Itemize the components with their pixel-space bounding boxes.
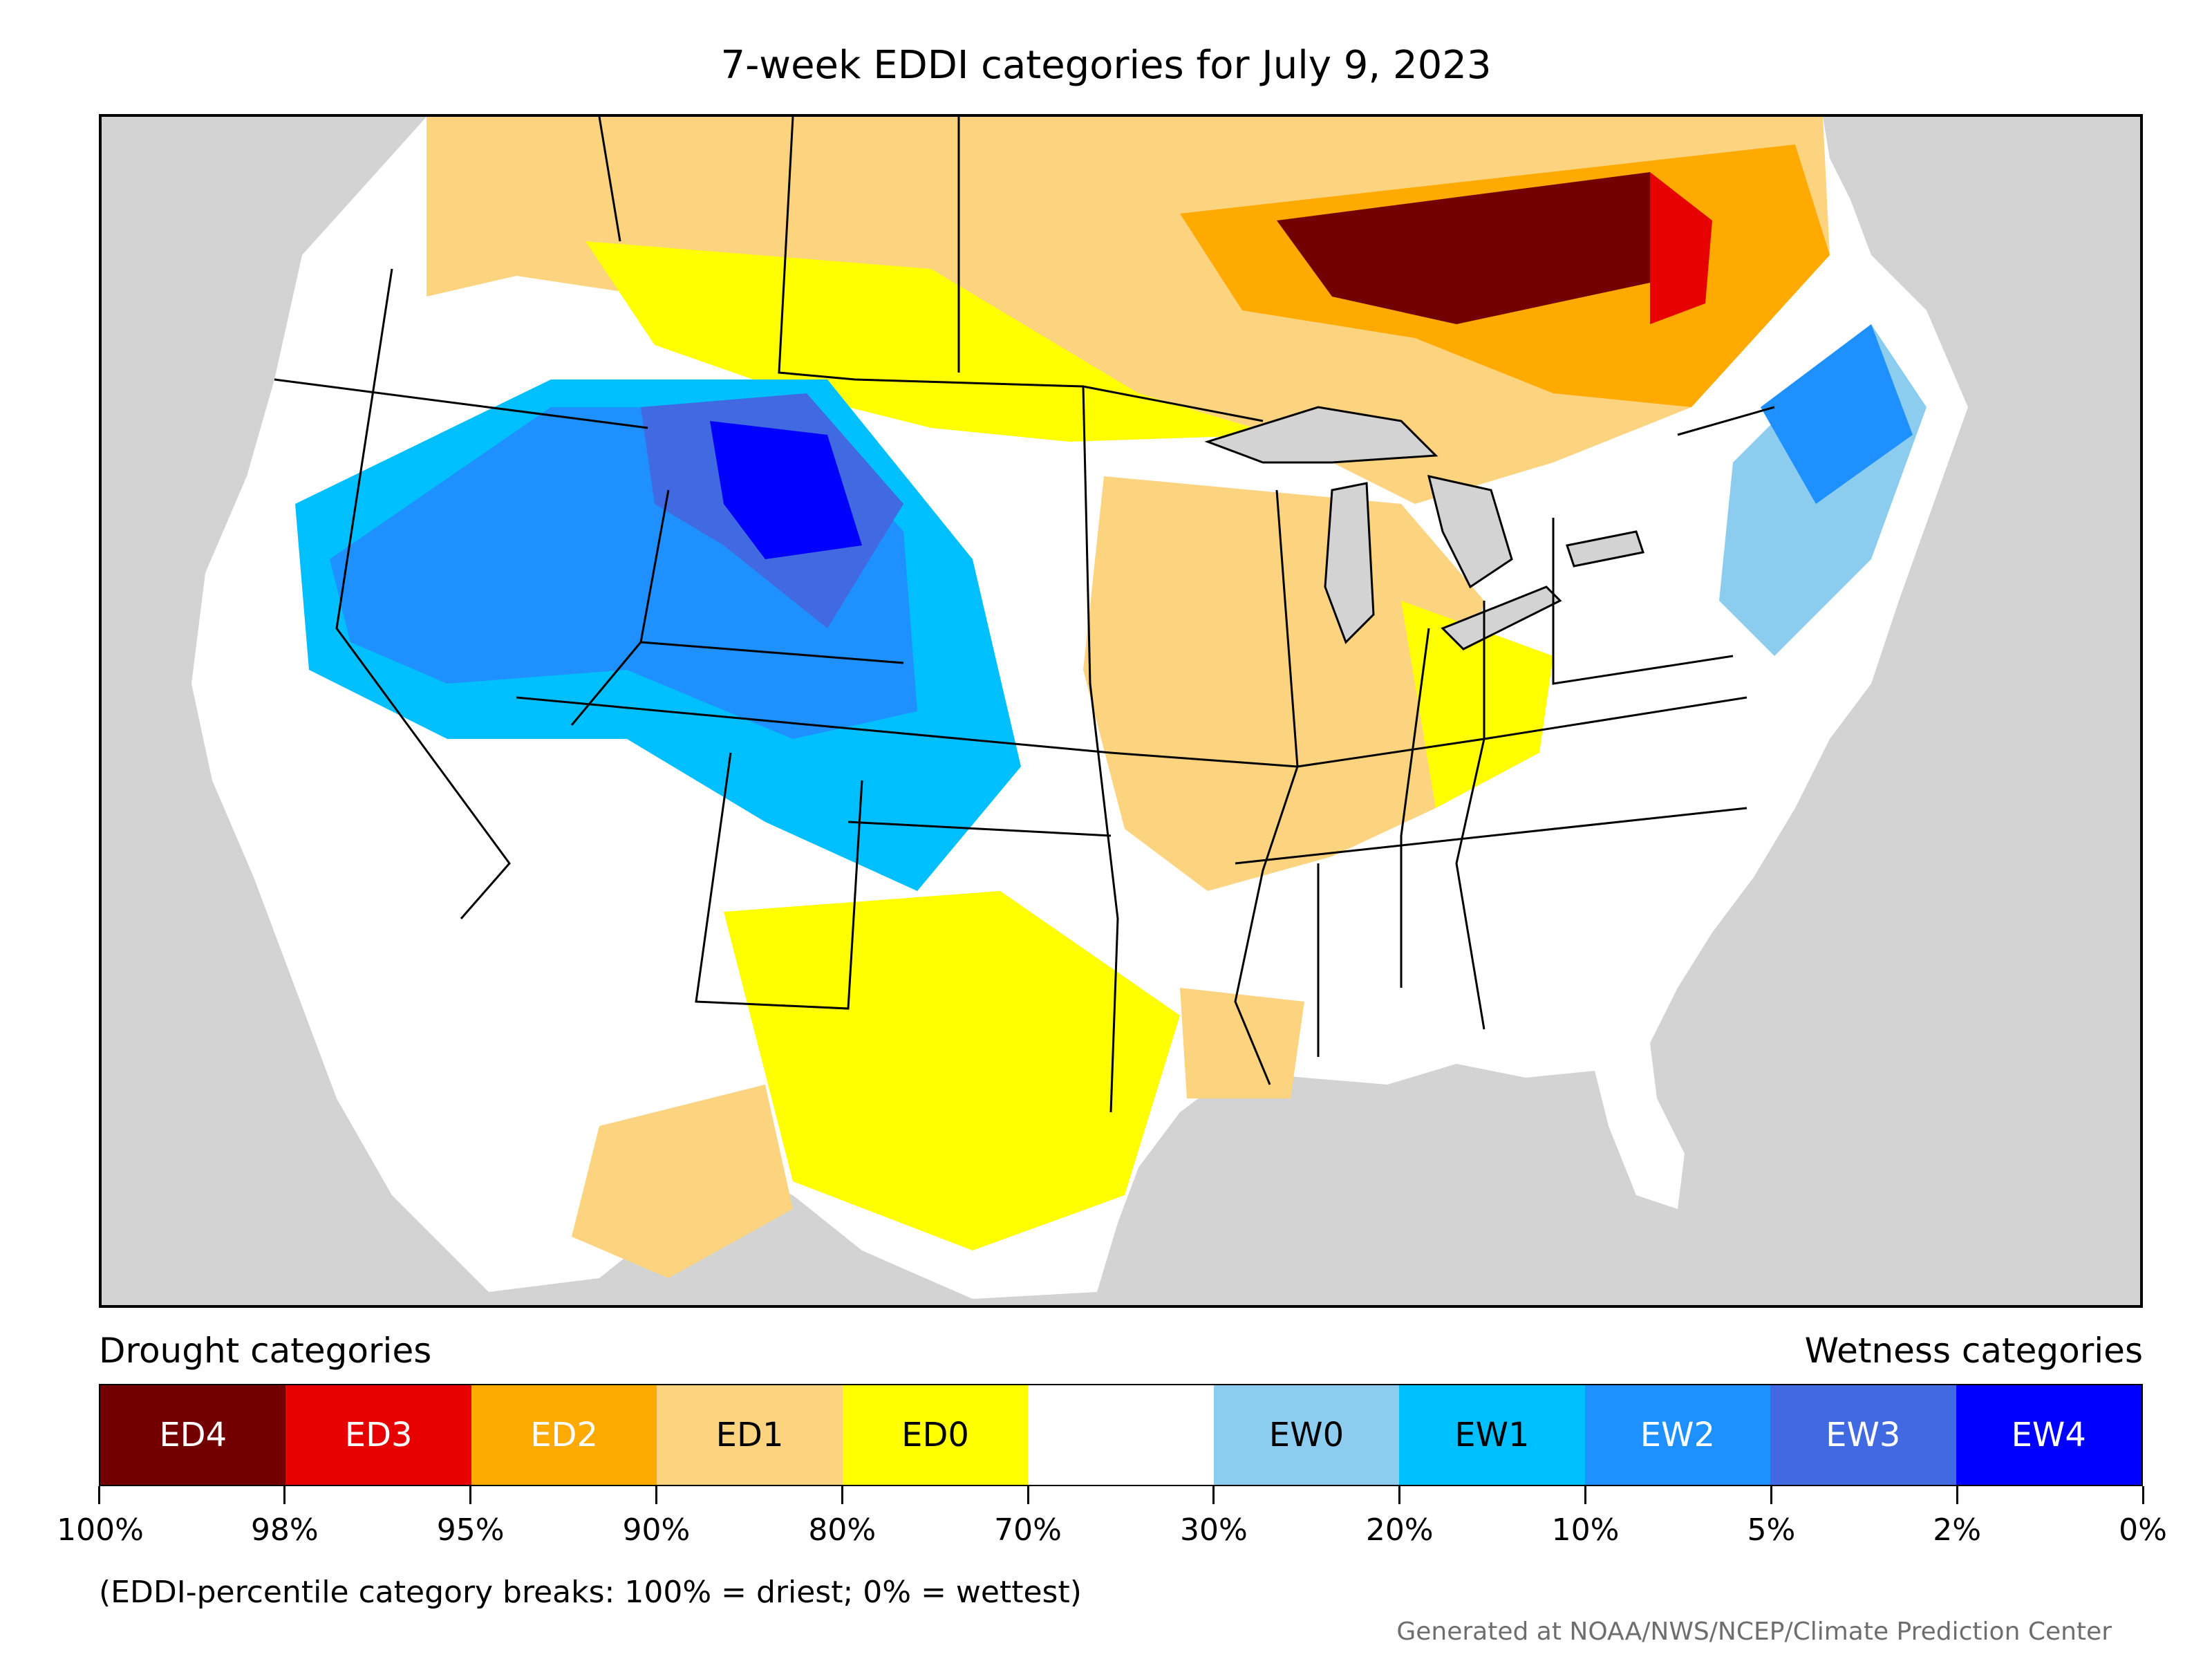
colorbar-tick-label: 95%	[436, 1512, 505, 1548]
lake-superior	[1204, 406, 1438, 464]
colorbar-tick-label: 30%	[1180, 1512, 1248, 1548]
eddi-map	[99, 114, 2143, 1308]
colorbar-tick-label: 0%	[2119, 1512, 2167, 1548]
colorbar-tick-label: 90%	[622, 1512, 691, 1548]
colorbar-tick-label: 10%	[1551, 1512, 1620, 1548]
legend-box-none	[1028, 1385, 1214, 1485]
colorbar-tick	[97, 1486, 100, 1504]
lake-huron	[1427, 475, 1513, 589]
legend-label: EW4	[2011, 1416, 2086, 1454]
category-regions	[295, 117, 1927, 1278]
legend-box-ed2: ED2	[471, 1385, 657, 1485]
wetness-categories-heading: Wetness categories	[1804, 1331, 2143, 1371]
colorbar-tick	[655, 1486, 657, 1504]
drought-categories-heading: Drought categories	[99, 1331, 432, 1371]
colorbar-tick	[1027, 1486, 1029, 1504]
legend-box-ed0: ED0	[842, 1385, 1029, 1485]
legend-box-ed1: ED1	[657, 1385, 843, 1485]
colorbar-tick	[469, 1486, 472, 1504]
map-canvas	[191, 117, 1968, 1299]
colorbar-tick-label: 80%	[808, 1512, 877, 1548]
legend-box-ew3: EW3	[1770, 1385, 1956, 1485]
colorbar-tick-label: 98%	[250, 1512, 319, 1548]
colorbar-tick-label: 100%	[57, 1512, 144, 1548]
map-title: 7-week EDDI categories for July 9, 2023	[720, 43, 1492, 88]
legend-label: ED0	[901, 1416, 969, 1454]
legend-label: ED3	[344, 1416, 413, 1454]
legend-box-ed3: ED3	[285, 1385, 471, 1485]
region-ed4-core	[1277, 172, 1650, 324]
region-ed0-band	[585, 241, 1277, 442]
region-ew2-northeast	[1761, 324, 1913, 504]
lake-michigan	[1324, 482, 1375, 644]
state-boundaries	[274, 117, 1775, 1113]
legend-label: EW0	[1268, 1416, 1344, 1454]
colorbar-tick	[1212, 1486, 1215, 1504]
colorbar-tick-label: 5%	[1747, 1512, 1796, 1548]
legend-label: ED4	[159, 1416, 227, 1454]
region-ed3-ring	[1650, 172, 1712, 324]
legend-label: EW1	[1454, 1416, 1530, 1454]
legend-box-ew0: EW0	[1213, 1385, 1400, 1485]
lake-ontario	[1566, 530, 1644, 568]
region-ew4-wyoming	[710, 421, 862, 559]
colorbar-tick	[1770, 1486, 1772, 1504]
colorbar-tick	[841, 1486, 843, 1504]
colorbar-tick	[1584, 1486, 1587, 1504]
credit-line: Generated at NOAA/NWS/NCEP/Climate Predi…	[1396, 1618, 2112, 1646]
colorbar-tick-label: 70%	[994, 1512, 1062, 1548]
colorbar-tick-label: 2%	[1933, 1512, 1982, 1548]
legend-box-ew1: EW1	[1399, 1385, 1585, 1485]
legend-label: ED2	[530, 1416, 599, 1454]
great-lakes	[1204, 406, 1644, 650]
region-ed1-louisiana	[1180, 988, 1304, 1098]
category-colorbar: ED4 ED3 ED2 ED1 ED0 EW0 EW1 EW2 EW3 EW4	[99, 1384, 2143, 1486]
region-ed0-texas	[724, 891, 1180, 1250]
category-note: (EDDI-percentile category breaks: 100% =…	[99, 1575, 1082, 1610]
legend-label: ED1	[715, 1416, 784, 1454]
legend-label: EW2	[1640, 1416, 1716, 1454]
region-ed1-midwest	[1083, 476, 1484, 891]
colorbar-tick	[1398, 1486, 1401, 1504]
legend-box-ew2: EW2	[1584, 1385, 1771, 1485]
region-ed1-southwest	[572, 1085, 793, 1278]
lake-erie	[1441, 585, 1562, 650]
legend-box-ed4: ED4	[100, 1385, 286, 1485]
colorbar-tick	[283, 1486, 286, 1504]
legend-box-ew4: EW4	[1956, 1385, 2141, 1485]
legend-label: EW3	[1826, 1416, 1901, 1454]
colorbar-tick	[1956, 1486, 1958, 1504]
colorbar-tick	[2141, 1486, 2144, 1504]
colorbar-tick-label: 20%	[1365, 1512, 1434, 1548]
region-ed0-midwest	[1401, 601, 1553, 808]
colorbar-ticks	[97, 1486, 2144, 1507]
